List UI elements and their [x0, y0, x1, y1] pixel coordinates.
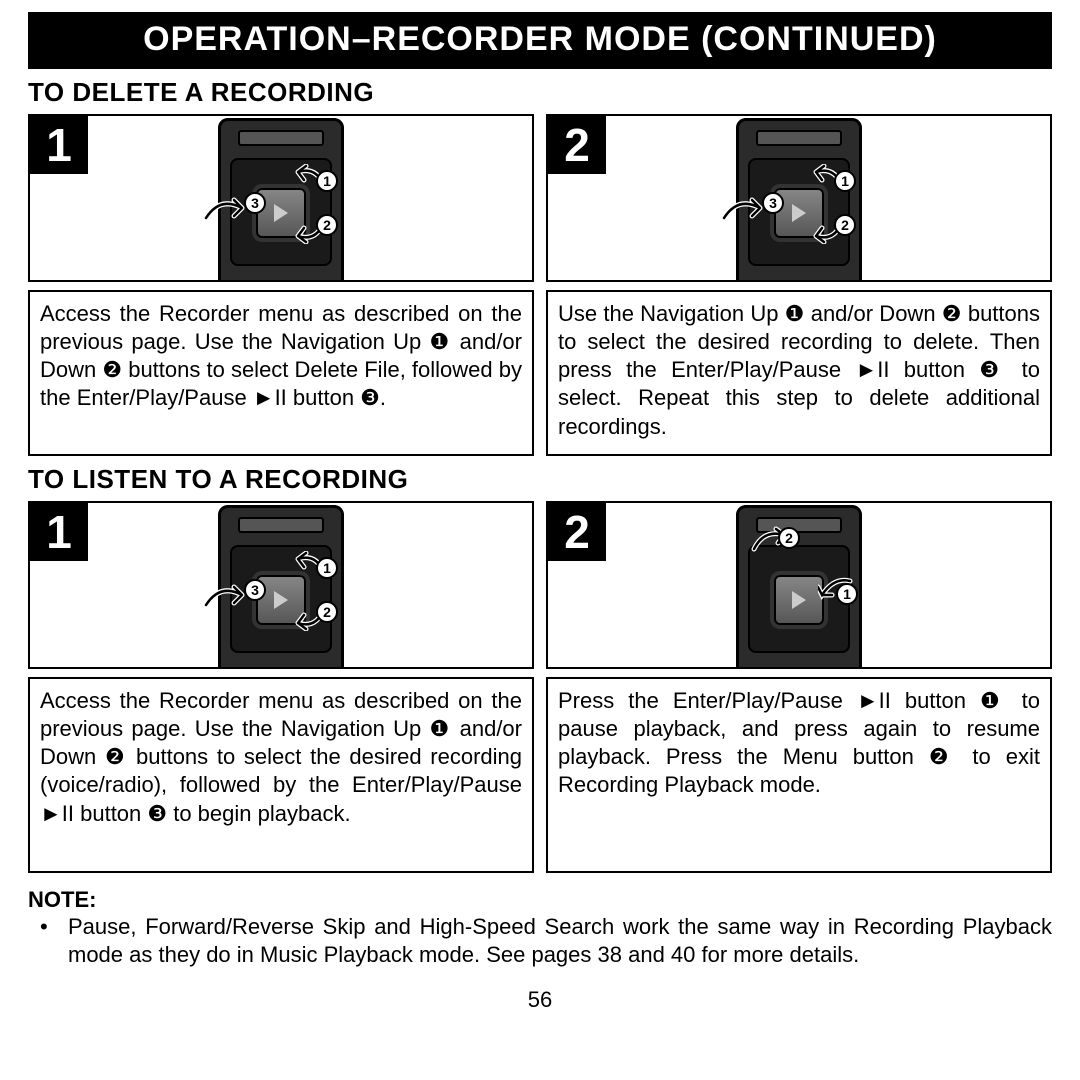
- note-block: NOTE: Pause, Forward/Reverse Skip and Hi…: [28, 887, 1052, 969]
- listen-step1-image: 1 1 2 3: [28, 501, 534, 669]
- arrow-icon: [720, 194, 768, 224]
- step-number: 1: [30, 503, 88, 561]
- callout-3: 3: [762, 192, 784, 214]
- device-illustration: 1 2 3: [208, 118, 354, 282]
- note-list: Pause, Forward/Reverse Skip and High-Spe…: [28, 913, 1052, 969]
- page-number: 56: [28, 987, 1052, 1013]
- page-title-bar: OPERATION–RECORDER MODE (CONTINUED): [28, 12, 1052, 69]
- section-label-listen: TO LISTEN TO A RECORDING: [28, 464, 1052, 495]
- delete-step1-image: 1 1 2 3: [28, 114, 534, 282]
- listen-step2-image: 2 1 2: [546, 501, 1052, 669]
- callout-1: 1: [316, 170, 338, 192]
- section-label-delete: TO DELETE A RECORDING: [28, 77, 1052, 108]
- callout-2: 2: [834, 214, 856, 236]
- delete-step2-text: Use the Navigation Up ❶ and/or Down ❷ bu…: [546, 290, 1052, 456]
- delete-image-row: 1 1 2 3 2 1 2 3: [28, 114, 1052, 282]
- device-illustration: 1 2: [726, 505, 872, 669]
- step-number: 1: [30, 116, 88, 174]
- listen-text-row: Access the Recorder menu as described on…: [28, 677, 1052, 873]
- callout-1: 1: [836, 583, 858, 605]
- listen-step1-text: Access the Recorder menu as described on…: [28, 677, 534, 873]
- note-item: Pause, Forward/Reverse Skip and High-Spe…: [68, 913, 1052, 969]
- callout-3: 3: [244, 192, 266, 214]
- step-number: 2: [548, 503, 606, 561]
- device-illustration: 1 2 3: [726, 118, 872, 282]
- note-label: NOTE:: [28, 887, 1052, 913]
- delete-step1-text: Access the Recorder menu as described on…: [28, 290, 534, 456]
- device-illustration: 1 2 3: [208, 505, 354, 669]
- arrow-icon: [202, 581, 250, 611]
- callout-1: 1: [316, 557, 338, 579]
- callout-2: 2: [778, 527, 800, 549]
- callout-3: 3: [244, 579, 266, 601]
- listen-image-row: 1 1 2 3 2 1 2: [28, 501, 1052, 669]
- callout-2: 2: [316, 214, 338, 236]
- listen-step2-text: Press the Enter/Play/Pause ►II button ❶ …: [546, 677, 1052, 873]
- arrow-icon: [202, 194, 250, 224]
- step-number: 2: [548, 116, 606, 174]
- manual-page: OPERATION–RECORDER MODE (CONTINUED) TO D…: [0, 0, 1080, 1080]
- delete-text-row: Access the Recorder menu as described on…: [28, 290, 1052, 456]
- callout-1: 1: [834, 170, 856, 192]
- page-title: OPERATION–RECORDER MODE (CONTINUED): [143, 20, 937, 58]
- callout-2: 2: [316, 601, 338, 623]
- delete-step2-image: 2 1 2 3: [546, 114, 1052, 282]
